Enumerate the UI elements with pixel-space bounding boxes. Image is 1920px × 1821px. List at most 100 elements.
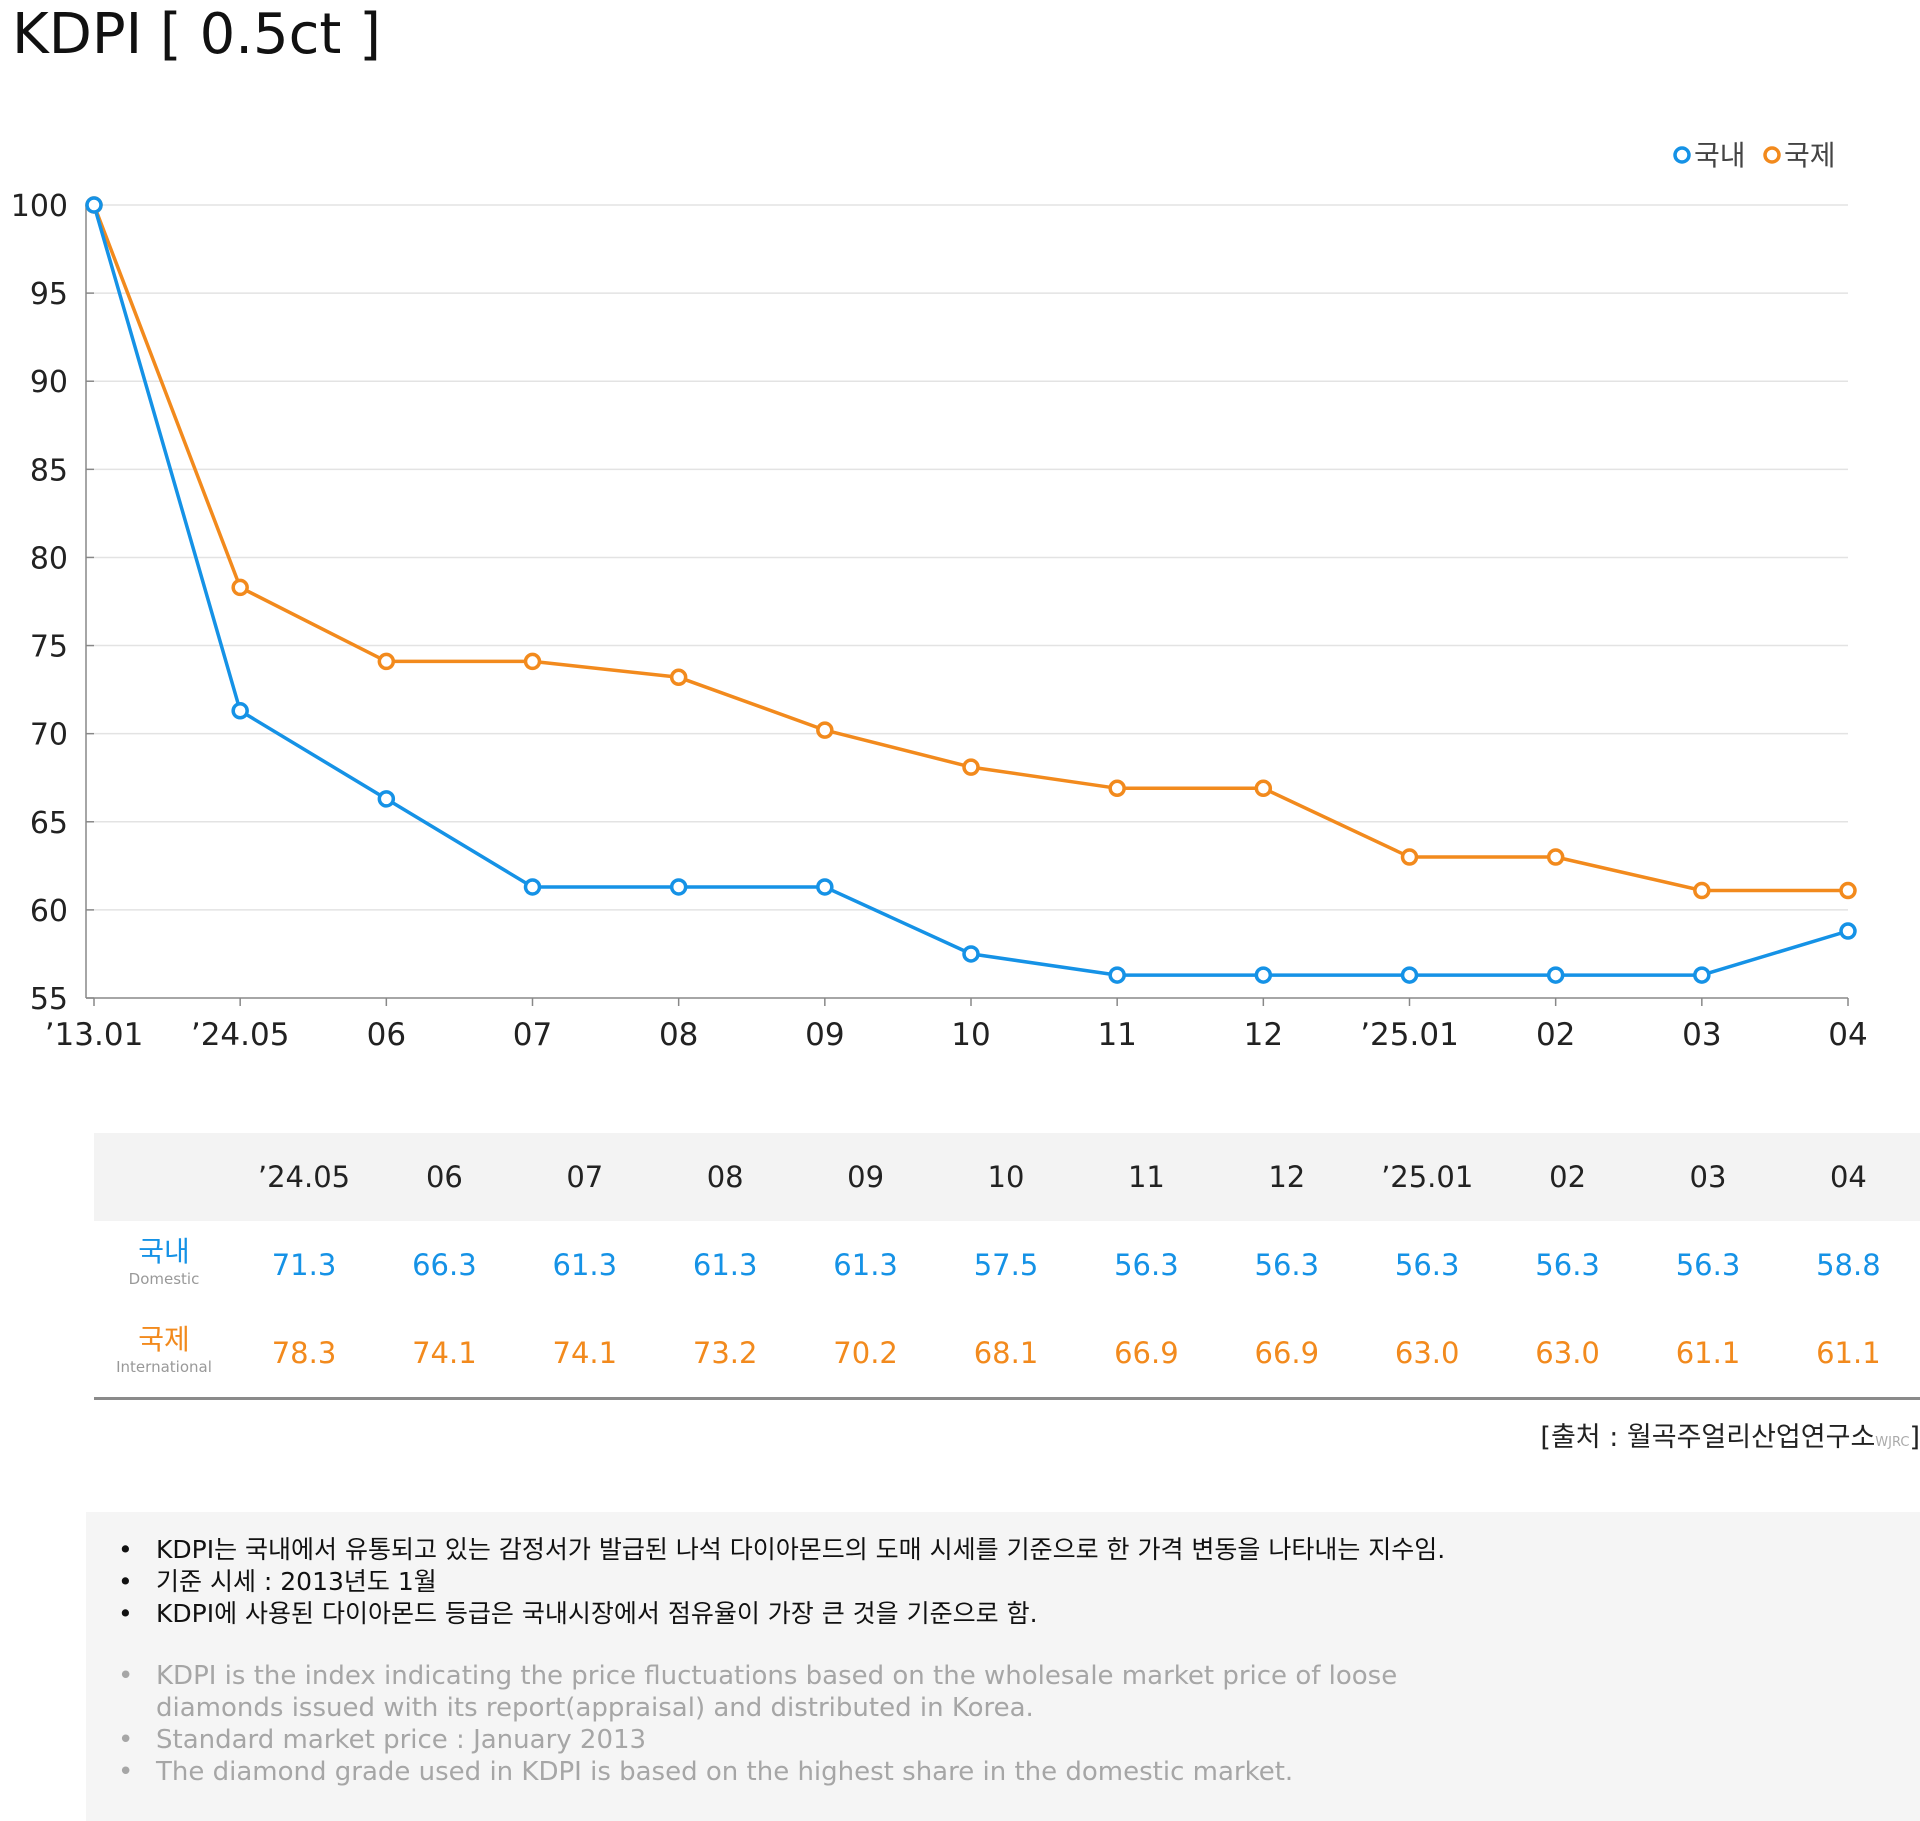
table-cell: 71.3 (271, 1248, 337, 1282)
data-point (1839, 881, 1857, 900)
data-point (1546, 848, 1565, 866)
y-tick-label: 85 (30, 453, 68, 488)
row-label-international: 국제 International (94, 1309, 234, 1397)
chart-legend: 국내 국제 (1673, 139, 1836, 172)
y-tick-label: 75 (30, 630, 68, 665)
x-tick-label: 04 (1828, 1017, 1867, 1053)
data-point (1546, 966, 1565, 984)
table-header-cell: 11 (1127, 1160, 1165, 1194)
table-cell: 61.1 (1675, 1336, 1741, 1370)
x-tick-label: ’25.01 (1360, 1017, 1459, 1053)
row-label-en: Domestic (128, 1270, 200, 1288)
data-point (962, 945, 980, 963)
data-point (1108, 779, 1126, 798)
table-cell: 78.3 (271, 1336, 337, 1370)
table-cell: 56.3 (1535, 1248, 1600, 1282)
source-close: ] (1909, 1422, 1920, 1453)
data-table: ’24.05 06 07 08 09 10 11 12 ’25.01 02 03 04 국내 Dome… (94, 1133, 1920, 1400)
legend-marker (1763, 146, 1781, 164)
table-cell: 56.3 (1675, 1248, 1741, 1282)
note-item: The diamond grade used in KDPI is based … (118, 1756, 1518, 1788)
table-header-cell: 07 (566, 1160, 604, 1194)
y-tick-label: 60 (30, 894, 68, 929)
data-point (523, 878, 542, 896)
source-credit: [출처 : 월곡주얼리산업연구소WJRC] (1540, 1415, 1920, 1454)
legend-label: 국내 (1694, 139, 1746, 172)
data-point (1693, 966, 1711, 984)
table-cell: 63.0 (1394, 1336, 1460, 1370)
data-point (816, 721, 834, 739)
table-cell: 61.3 (692, 1248, 758, 1282)
series-points (85, 196, 1857, 984)
data-point (1108, 966, 1126, 984)
table-header-cell: 02 (1549, 1160, 1587, 1194)
data-point (523, 652, 542, 671)
table-header-cell: 09 (847, 1160, 885, 1194)
data-point (231, 702, 249, 720)
note-item: KDPI에 사용된 다이아몬드 등급은 국내시장에서 점유율이 가장 큰 것을 … (118, 1598, 1445, 1630)
page-title: KDPI [ 0.5ct ] (12, 2, 382, 67)
x-tick-label: 11 (1097, 1017, 1136, 1053)
table-cell: 73.2 (692, 1336, 758, 1370)
data-point (85, 196, 103, 214)
data-point (1693, 881, 1711, 900)
x-tick-label: ’13.01 (45, 1017, 144, 1053)
y-tick-label: 70 (30, 718, 68, 753)
row-label-ko: 국내 (138, 1235, 190, 1268)
notes-korean: KDPI는 국내에서 유통되고 있는 감정서가 발급된 나석 다이아몬드의 도매… (118, 1534, 1445, 1630)
y-tick-label: 90 (30, 365, 68, 400)
data-point (377, 652, 396, 671)
row-label-domestic: 국내 Domestic (94, 1221, 234, 1309)
table-row-international: 국제 International 78.3 74.1 74.1 73.2 70.2 68.… (94, 1309, 1920, 1397)
y-tick-label: 95 (30, 277, 68, 312)
table-header-cell: ’24.05 (257, 1160, 351, 1194)
data-point (1254, 779, 1273, 798)
table-cell: 61.3 (833, 1248, 898, 1282)
x-axis-labels: ’13.01 ’24.05 06 07 08 09 10 11 12 ’25.01 02 03 04 (45, 1017, 1868, 1053)
table-cell: 70.2 (833, 1336, 898, 1370)
table-cell: 56.3 (1254, 1248, 1320, 1282)
table-header-cell: 04 (1829, 1160, 1867, 1194)
table-cell: 66.9 (1254, 1336, 1320, 1370)
table-header-cell: 08 (706, 1160, 744, 1194)
table-header-cell: ’25.01 (1381, 1160, 1474, 1194)
series-lines (92, 204, 1849, 977)
note-item: Standard market price : January 2013 (118, 1724, 1518, 1756)
notes-box: KDPI는 국내에서 유통되고 있는 감정서가 발급된 나석 다이아몬드의 도매… (86, 1512, 1920, 1821)
x-tick-label: 12 (1244, 1017, 1283, 1053)
data-point (816, 878, 834, 896)
row-label-en: International (116, 1358, 212, 1376)
table-header-cell: 06 (425, 1160, 463, 1194)
data-point (1400, 848, 1419, 866)
x-tick-label: ’24.05 (191, 1017, 290, 1053)
y-tick-label: 65 (30, 806, 68, 841)
chart-axes (85, 204, 1849, 1006)
table-cell: 74.1 (552, 1336, 618, 1370)
y-tick-label: 55 (30, 982, 68, 1017)
table-cell: 56.3 (1114, 1248, 1179, 1282)
table-cell: 57.5 (973, 1248, 1039, 1282)
table-cell: 61.3 (552, 1248, 618, 1282)
table-cell: 58.8 (1816, 1248, 1881, 1282)
data-point (1839, 922, 1857, 940)
note-item: KDPI is the index indicating the price f… (118, 1660, 1518, 1724)
x-tick-label: 09 (805, 1017, 844, 1053)
chart-grid (94, 204, 1848, 911)
table-cell: 74.1 (412, 1336, 477, 1370)
legend-label: 국제 (1784, 139, 1836, 172)
table-header-cell: 10 (987, 1160, 1025, 1194)
row-label-ko: 국제 (138, 1323, 190, 1356)
legend-marker (1673, 146, 1691, 164)
data-point (962, 758, 980, 776)
x-tick-label: 03 (1682, 1017, 1721, 1053)
notes-english: KDPI is the index indicating the price f… (118, 1660, 1518, 1788)
table-cell: 66.9 (1114, 1336, 1179, 1370)
series-line-international (92, 204, 1848, 893)
table-header-cell: 12 (1268, 1160, 1306, 1194)
line-chart: 55 60 65 70 75 80 85 90 95 100 ’13.01 ’24.05 06 07 08… (11, 139, 1868, 1053)
table-cell: 61.1 (1816, 1336, 1881, 1370)
x-tick-label: 06 (367, 1017, 406, 1053)
y-axis-labels: 55 60 65 70 75 80 85 90 95 100 (11, 189, 68, 1017)
table-bottom-rule (94, 1397, 1920, 1400)
note-item: 기준 시세 : 2013년도 1월 (118, 1566, 1445, 1598)
